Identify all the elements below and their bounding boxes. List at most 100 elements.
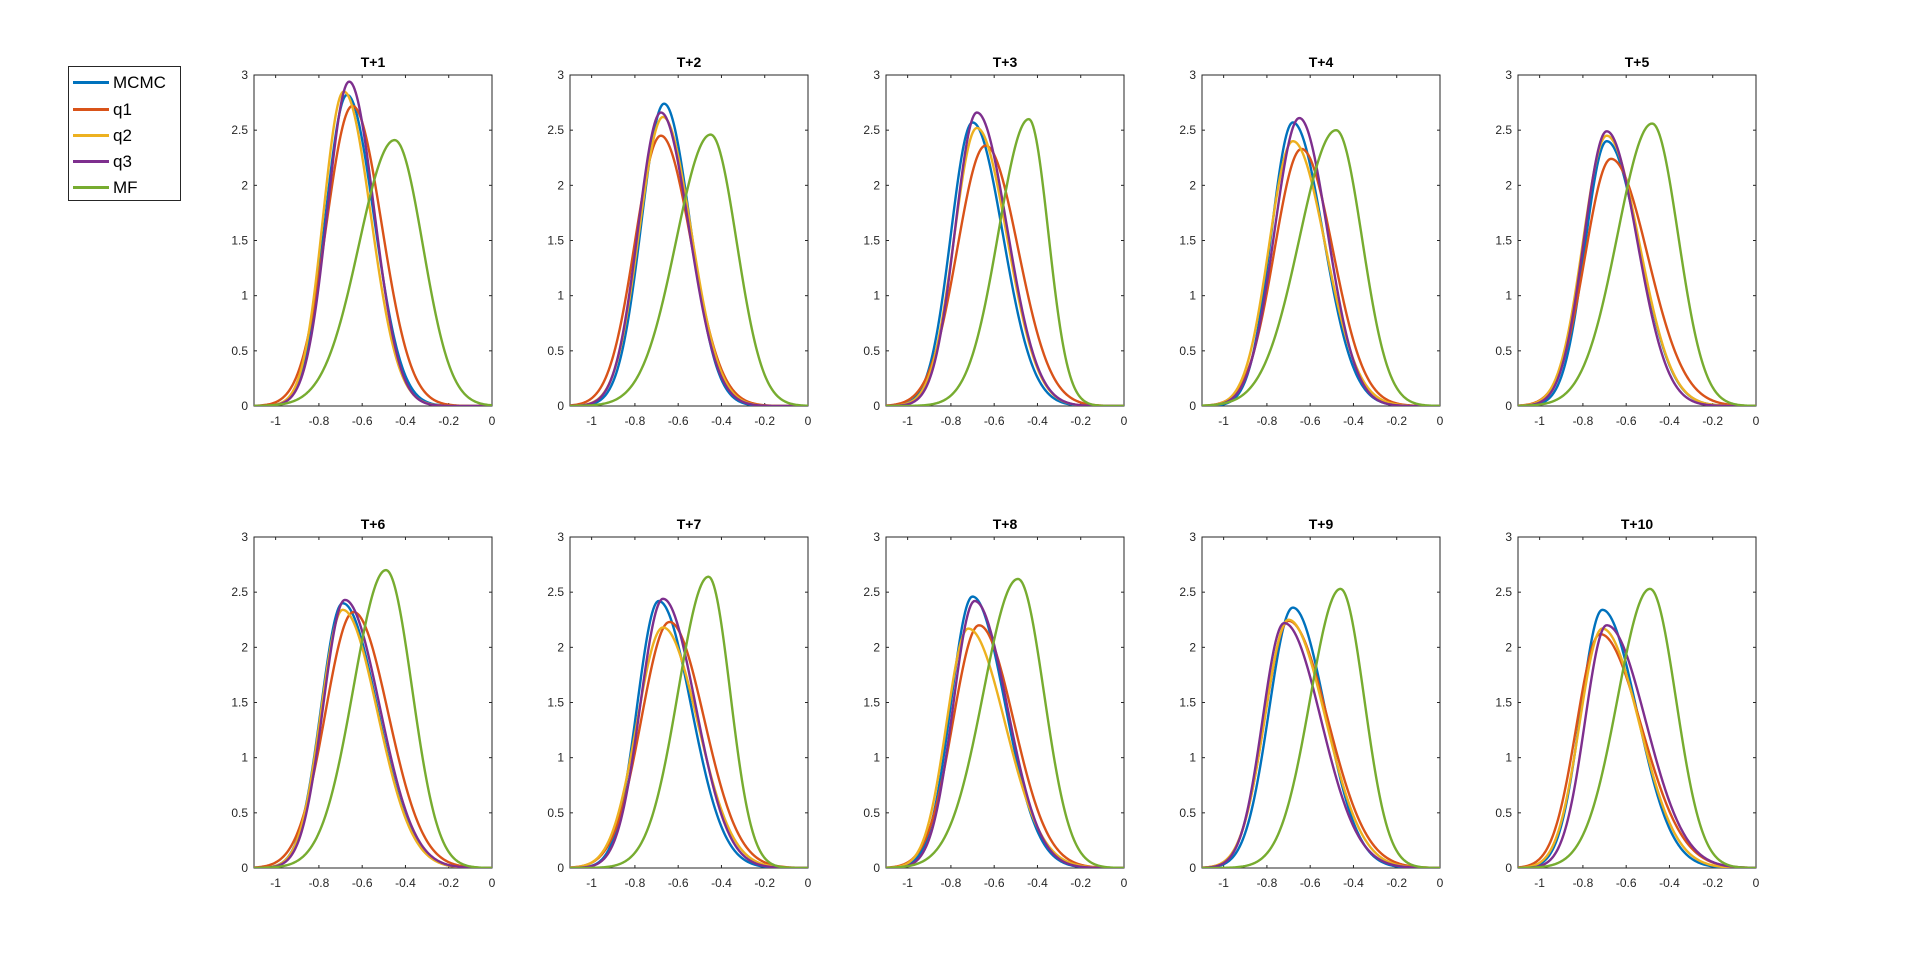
x-tick-label: -0.4 bbox=[395, 414, 416, 428]
series-line-q3 bbox=[254, 598, 492, 868]
y-tick-label: 3 bbox=[1505, 68, 1512, 82]
x-tick-label: -0.2 bbox=[438, 414, 459, 428]
x-tick-label: -1 bbox=[270, 414, 281, 428]
legend-item-mcmc: MCMC bbox=[73, 69, 166, 96]
axes-box bbox=[569, 536, 809, 869]
y-tick-label: 2 bbox=[1189, 640, 1196, 654]
x-tick-label: -0.8 bbox=[1573, 876, 1594, 890]
series-line-q3 bbox=[1202, 116, 1440, 406]
subplot-t2: T+2 -1 -0.8 -0.6 -0.4 -0.2 0 0 0.5 1 1.5 2 2.5 3 bbox=[547, 54, 811, 428]
y-tick-label: 2 bbox=[873, 640, 880, 654]
axes-box bbox=[1201, 74, 1441, 407]
x-tick-label: -0.2 bbox=[438, 876, 459, 890]
x-tick-label: -0.4 bbox=[711, 414, 732, 428]
y-tick-label: 2.5 bbox=[863, 123, 880, 137]
legend-label-q3: q3 bbox=[113, 151, 132, 171]
y-tick-label: 0.5 bbox=[863, 344, 880, 358]
y-tick-label: 2.5 bbox=[547, 585, 564, 599]
y-tick-label: 3 bbox=[873, 530, 880, 544]
y-tick-label: 2.5 bbox=[231, 123, 248, 137]
x-tick-label: -0.6 bbox=[1300, 876, 1321, 890]
y-tick-label: 1 bbox=[1189, 751, 1196, 765]
x-tick-label: -0.6 bbox=[352, 876, 373, 890]
y-tick-label: 1.5 bbox=[1495, 696, 1512, 710]
x-tick-label: -1 bbox=[1534, 876, 1545, 890]
series-line-q3 bbox=[886, 111, 1124, 406]
x-tick-label: -0.4 bbox=[1343, 876, 1364, 890]
x-tick-label: -1 bbox=[902, 414, 913, 428]
x-tick-label: 0 bbox=[489, 414, 496, 428]
y-tick-label: 3 bbox=[873, 68, 880, 82]
x-tick-label: -0.6 bbox=[352, 414, 373, 428]
y-tick-label: 2.5 bbox=[547, 123, 564, 137]
y-tick-label: 0.5 bbox=[1495, 806, 1512, 820]
y-tick-label: 0.5 bbox=[1179, 806, 1196, 820]
subplot-title: T+3 bbox=[993, 54, 1018, 70]
y-tick-label: 2 bbox=[557, 640, 564, 654]
y-tick-label: 2.5 bbox=[1495, 585, 1512, 599]
series-line-mf bbox=[886, 577, 1124, 868]
x-tick-label: -0.6 bbox=[1616, 876, 1637, 890]
subplot-t9: T+9 -1 -0.8 -0.6 -0.4 -0.2 0 0 0.5 1 1.5 2 2.5 3 bbox=[1179, 516, 1443, 890]
x-tick-label: 0 bbox=[805, 414, 812, 428]
y-tick-label: 1.5 bbox=[1179, 696, 1196, 710]
y-tick-label: 1 bbox=[873, 289, 880, 303]
x-tick-label: -0.8 bbox=[625, 876, 646, 890]
x-tick-label: -0.2 bbox=[1702, 414, 1723, 428]
x-tick-label: -0.8 bbox=[1257, 414, 1278, 428]
x-tick-label: -0.8 bbox=[1257, 876, 1278, 890]
x-tick-label: -0.6 bbox=[1300, 414, 1321, 428]
series-line-mf bbox=[1518, 122, 1756, 406]
y-tick-label: 1 bbox=[241, 751, 248, 765]
series-line-q1 bbox=[254, 610, 492, 868]
x-tick-label: -0.4 bbox=[395, 876, 416, 890]
subplot-t7: T+7 -1 -0.8 -0.6 -0.4 -0.2 0 0 0.5 1 1.5 2 2.5 3 bbox=[547, 516, 811, 890]
y-tick-label: 2 bbox=[1505, 178, 1512, 192]
subplot-title: T+4 bbox=[1309, 54, 1334, 70]
y-tick-label: 1.5 bbox=[863, 234, 880, 248]
x-tick-label: -0.2 bbox=[1070, 876, 1091, 890]
subplot-t10: T+10 -1 -0.8 -0.6 -0.4 -0.2 0 0 0.5 1 1.5 2 2.5 3 bbox=[1495, 516, 1759, 890]
y-tick-label: 2 bbox=[557, 178, 564, 192]
y-tick-label: 0 bbox=[873, 861, 880, 875]
series-line-q3 bbox=[1518, 624, 1756, 868]
subplot-title: T+8 bbox=[993, 516, 1018, 532]
y-tick-label: 0.5 bbox=[1495, 344, 1512, 358]
y-tick-label: 1.5 bbox=[231, 696, 248, 710]
x-tick-label: -0.4 bbox=[711, 876, 732, 890]
y-tick-label: 3 bbox=[557, 530, 564, 544]
x-tick-label: -0.8 bbox=[625, 414, 646, 428]
y-tick-label: 2.5 bbox=[231, 585, 248, 599]
x-tick-label: -0.4 bbox=[1027, 876, 1048, 890]
x-tick-label: -0.8 bbox=[941, 876, 962, 890]
y-tick-label: 1 bbox=[1505, 289, 1512, 303]
x-tick-label: -1 bbox=[1534, 414, 1545, 428]
subplot-title: T+2 bbox=[677, 54, 702, 70]
x-tick-label: -0.6 bbox=[984, 414, 1005, 428]
x-tick-label: -0.6 bbox=[668, 876, 689, 890]
y-tick-label: 3 bbox=[1505, 530, 1512, 544]
x-tick-label: 0 bbox=[1121, 414, 1128, 428]
x-tick-label: -1 bbox=[902, 876, 913, 890]
y-tick-label: 2.5 bbox=[1179, 585, 1196, 599]
x-tick-label: -0.8 bbox=[309, 414, 330, 428]
y-tick-label: 1.5 bbox=[547, 234, 564, 248]
x-tick-label: -1 bbox=[1218, 876, 1229, 890]
legend-label-mcmc: MCMC bbox=[113, 72, 166, 92]
y-tick-label: 0 bbox=[557, 399, 564, 413]
x-tick-label: -0.4 bbox=[1659, 414, 1680, 428]
subplot-t1: T+1 -1 -0.8 -0.6 -0.4 -0.2 0 0 0.5 1 1.5 2 2.5 3 bbox=[231, 54, 495, 428]
x-tick-label: -0.2 bbox=[1070, 414, 1091, 428]
x-tick-label: -0.2 bbox=[754, 414, 775, 428]
legend-item-q3: q3 bbox=[73, 148, 132, 175]
x-tick-label: -0.2 bbox=[1702, 876, 1723, 890]
x-tick-label: 0 bbox=[1437, 414, 1444, 428]
x-tick-label: -0.6 bbox=[984, 876, 1005, 890]
series-line-mf bbox=[254, 568, 492, 868]
series-line-q1 bbox=[886, 144, 1124, 406]
y-tick-label: 3 bbox=[241, 68, 248, 82]
x-tick-label: -0.8 bbox=[309, 876, 330, 890]
x-tick-label: -0.2 bbox=[754, 876, 775, 890]
y-tick-label: 2 bbox=[241, 178, 248, 192]
y-tick-label: 1 bbox=[1189, 289, 1196, 303]
